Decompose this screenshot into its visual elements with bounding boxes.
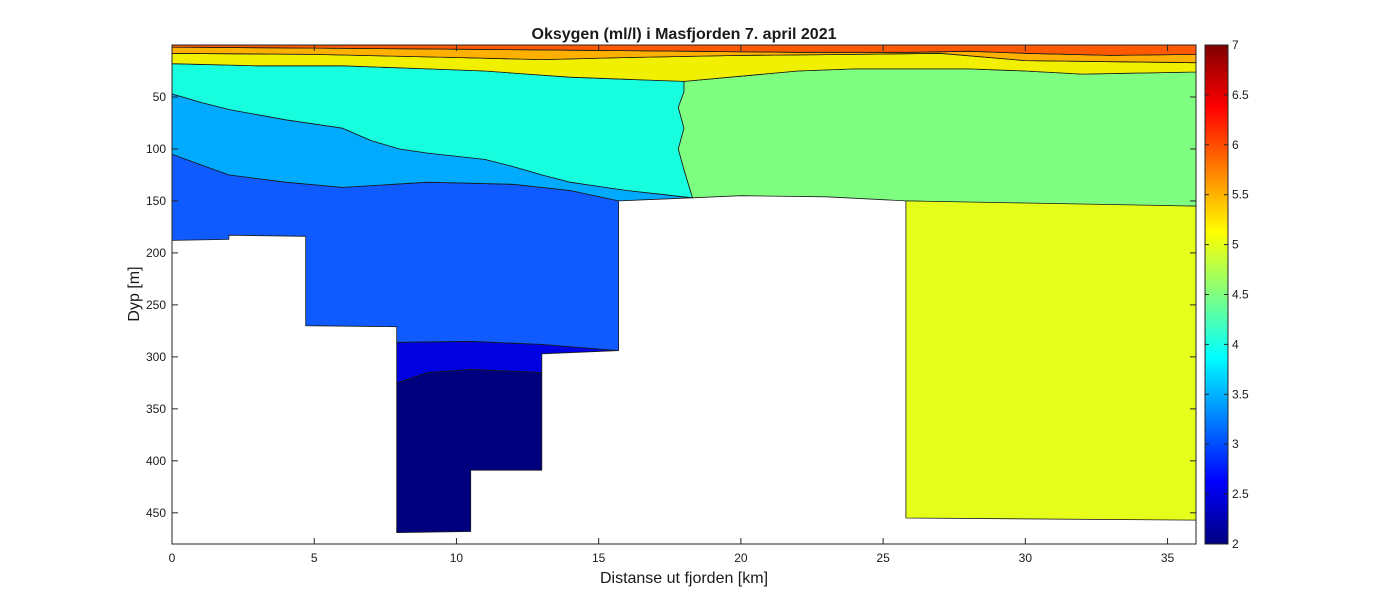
x-tick-label: 5: [311, 551, 318, 565]
colorbar-tick-label: 5: [1232, 238, 1239, 252]
colorbar-tick-label: 6: [1232, 138, 1239, 152]
y-tick-label: 400: [146, 454, 166, 468]
contour-region-6: [677, 68, 1196, 207]
contour-region-10: [172, 45, 1196, 56]
chart-title: Oksygen (ml/l) i Masfjorden 7. april 202…: [532, 26, 837, 43]
y-tick-label: 300: [146, 350, 166, 364]
y-tick-label: 250: [146, 298, 166, 312]
x-tick-label: 25: [876, 551, 890, 565]
x-tick-label: 0: [169, 551, 176, 565]
y-axis-label: Dyp [m]: [126, 266, 143, 321]
x-tick-label: 35: [1161, 551, 1175, 565]
y-tick-label: 200: [146, 246, 166, 260]
y-tick-label: 100: [146, 142, 166, 156]
contour-regions: [172, 45, 1196, 533]
y-tick-label: 350: [146, 402, 166, 416]
colorbar-tick-label: 6.5: [1232, 88, 1249, 102]
x-tick-label: 15: [592, 551, 606, 565]
contour-region-7: [905, 200, 1196, 521]
x-tick-label: 30: [1019, 551, 1033, 565]
y-tick-label: 150: [146, 194, 166, 208]
colorbar-ticks: 2 2.5 3 3.5 4 4.5 5 5.5 6 6.5 7: [1205, 38, 1249, 551]
x-axis-label: Distanse ut fjorden [km]: [600, 570, 768, 587]
x-tick-label: 20: [734, 551, 748, 565]
y-tick-label: 450: [146, 506, 166, 520]
x-axis-ticks: 0 5 10 15 20 25 30 35: [169, 45, 1175, 565]
colorbar-tick-label: 2.5: [1232, 487, 1249, 501]
colorbar-tick-label: 4: [1232, 337, 1239, 351]
colorbar-tick-label: 4.5: [1232, 288, 1249, 302]
plot-frame: [171, 44, 1197, 545]
y-tick-label: 50: [153, 90, 167, 104]
x-tick-label: 10: [450, 551, 464, 565]
y-axis-ticks: 50 100 150 200 250 300 350 400 450: [146, 90, 1196, 520]
colorbar-tick-label: 7: [1232, 38, 1239, 52]
colorbar-tick-label: 5.5: [1232, 188, 1249, 202]
colorbar-tick-label: 2: [1232, 537, 1239, 551]
colorbar-tick-label: 3.5: [1232, 387, 1249, 401]
contour-region-1: [396, 368, 543, 533]
colorbar-tick-label: 3: [1232, 437, 1239, 451]
